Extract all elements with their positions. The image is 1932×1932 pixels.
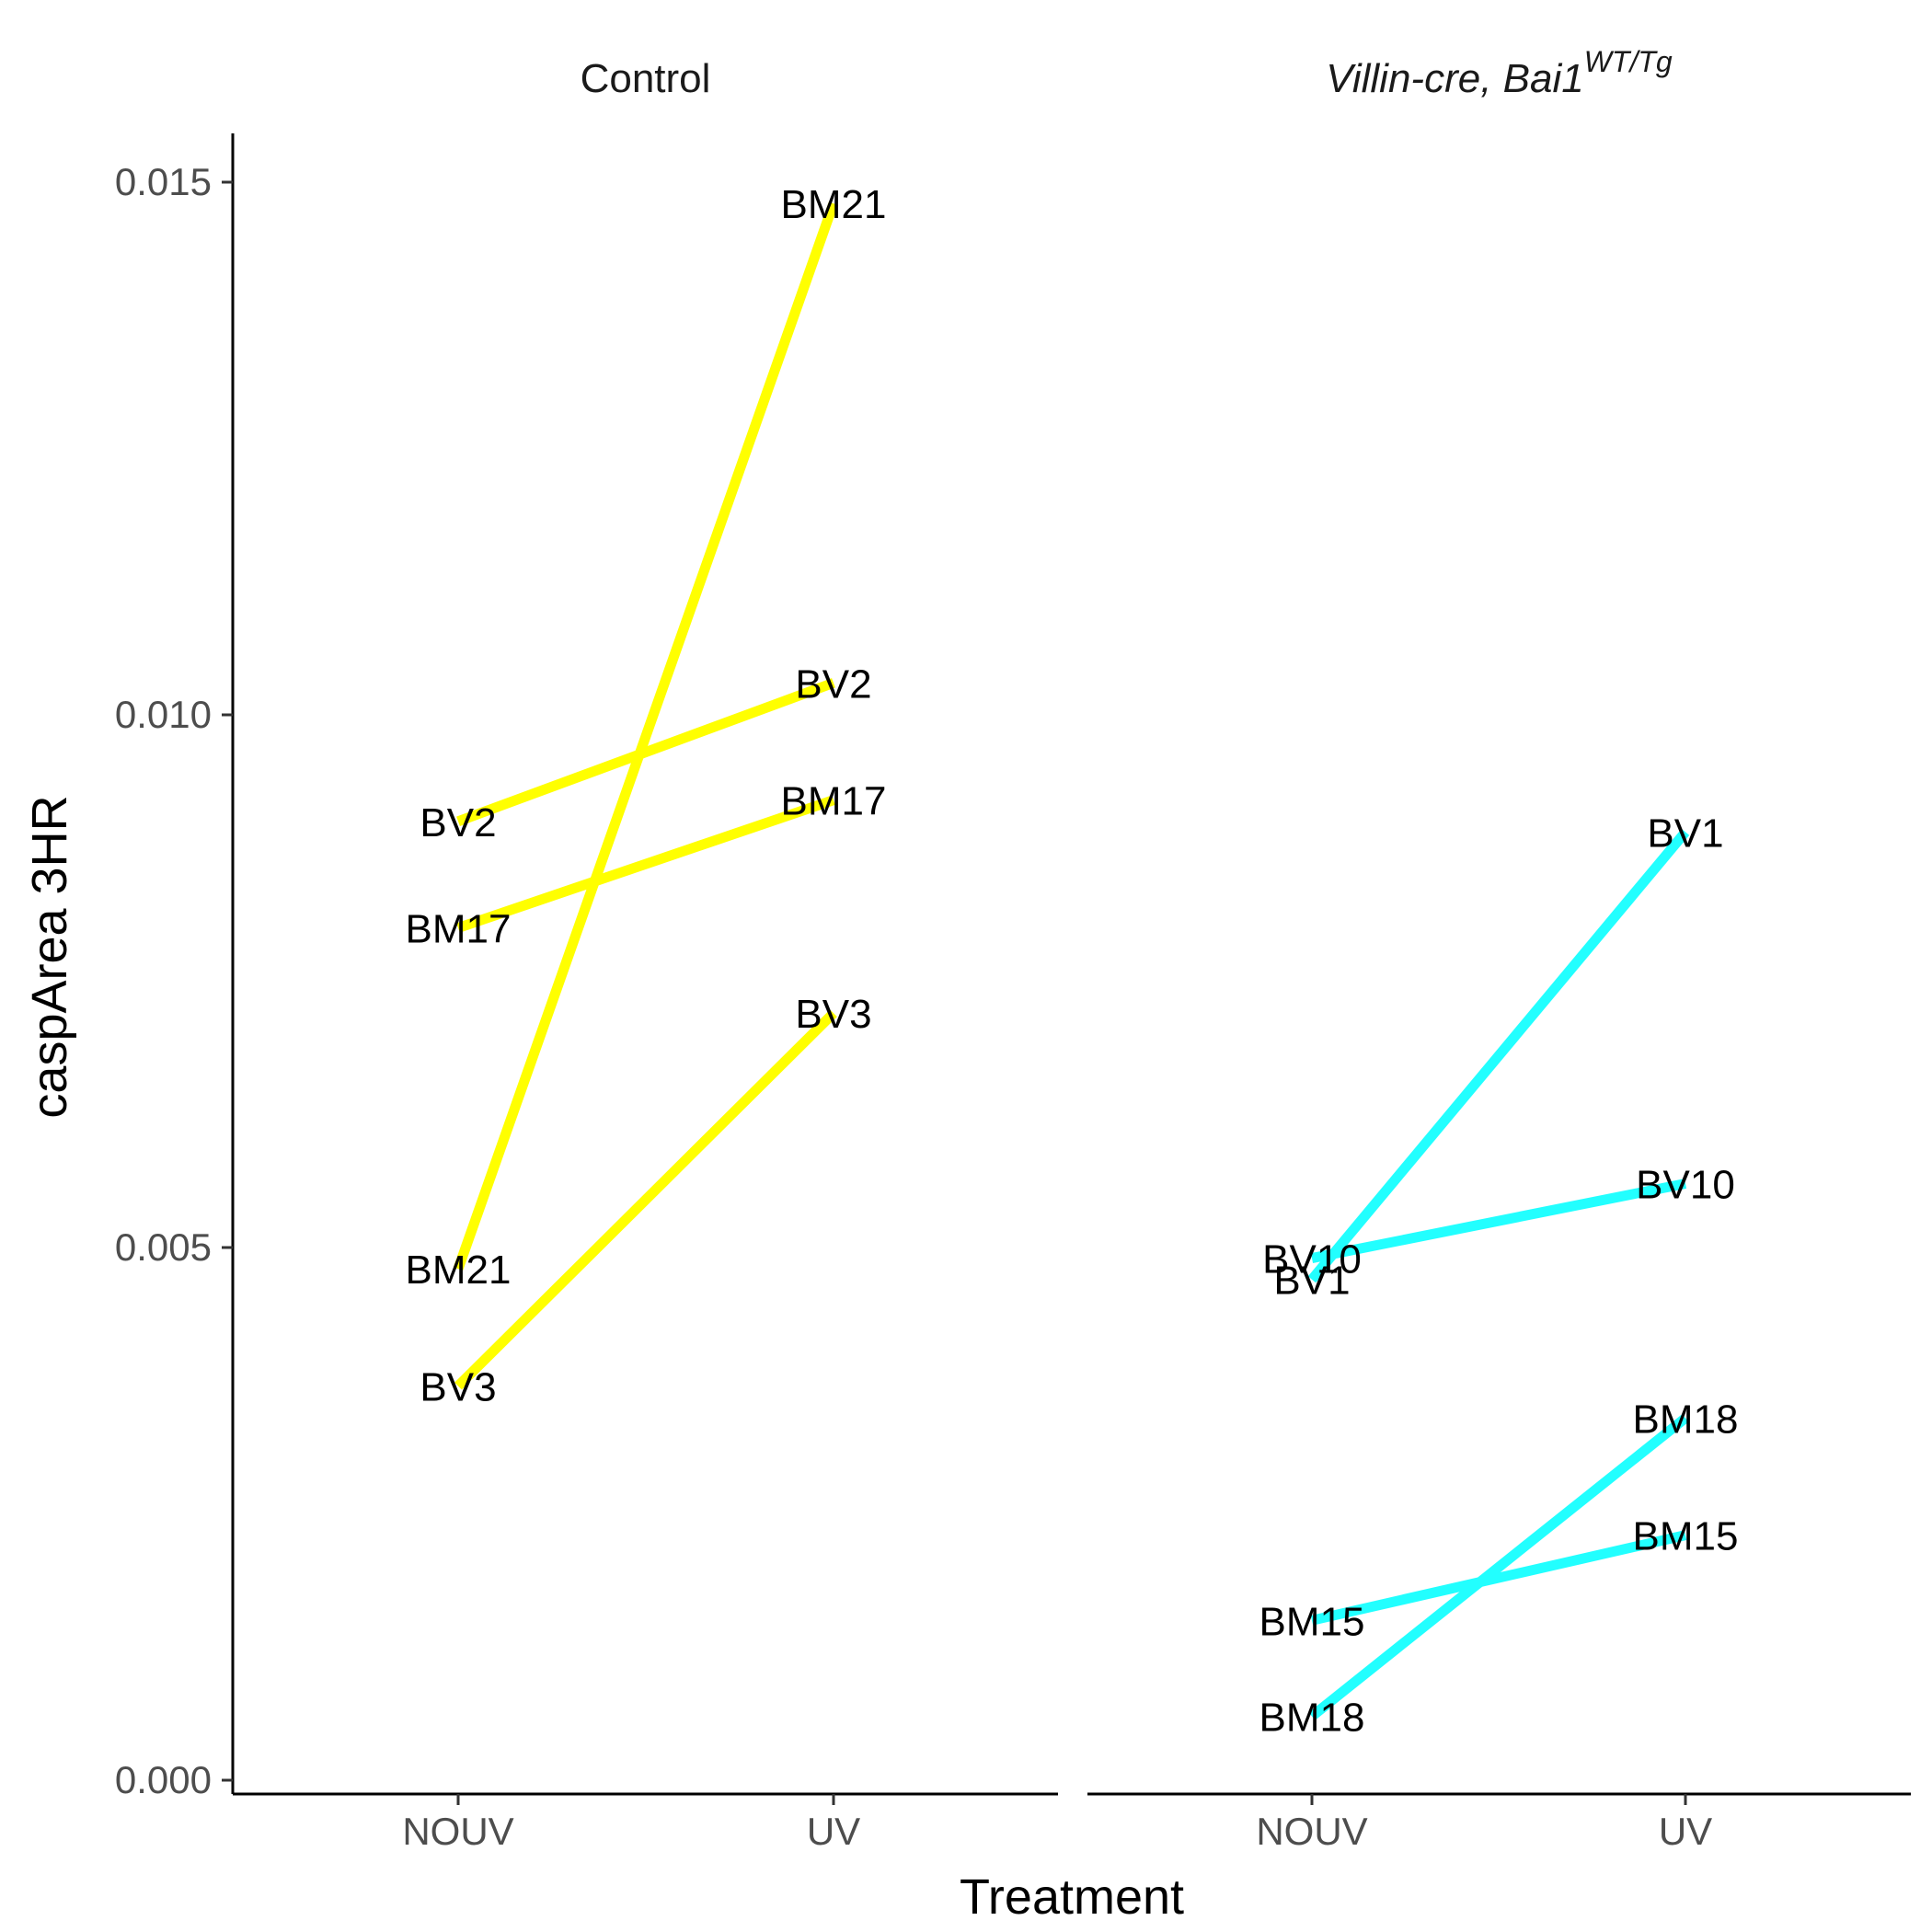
- x-tick-label: NOUV: [402, 1810, 513, 1853]
- facet-title: Control: [581, 56, 711, 101]
- y-axis: 0.000 0.005 0.010 0.015: [115, 133, 235, 1801]
- point-label: BV2: [420, 800, 496, 845]
- x-axis: NOUV UV: [1087, 1792, 1911, 1853]
- point-label: BM21: [781, 182, 887, 227]
- point-label: BV3: [795, 992, 871, 1037]
- x-tick-label: UV: [1659, 1810, 1712, 1853]
- series-line: [454, 1009, 837, 1390]
- x-axis: NOUV UV: [233, 1792, 1058, 1853]
- y-tick-label: 0.000: [115, 1758, 212, 1801]
- series-line: [456, 795, 835, 933]
- series-line: [453, 201, 839, 1271]
- x-tick-label: NOUV: [1256, 1810, 1367, 1853]
- point-label: BV1: [1273, 1259, 1350, 1304]
- y-axis-title: caspArea 3HR: [22, 795, 77, 1118]
- facet-titles: Control Villin-cre, Bai1WT/Tg: [581, 45, 1673, 101]
- series-line: [1310, 1530, 1687, 1626]
- point-label: BV10: [1262, 1237, 1362, 1282]
- y-tick-label: 0.005: [115, 1225, 212, 1269]
- series-line: [1308, 1413, 1689, 1720]
- point-label: BV3: [420, 1365, 496, 1410]
- point-label: BV10: [1636, 1163, 1735, 1208]
- facet-title: Villin-cre, Bai1WT/Tg: [1326, 45, 1673, 101]
- point-label: BV2: [795, 661, 871, 707]
- panels: BM21BM21BV2BV2BM17BM17BV3BV3BV1BV1BV10BV…: [406, 182, 1739, 1740]
- y-tick-label: 0.015: [115, 160, 212, 203]
- y-tick-label: 0.010: [115, 693, 212, 736]
- point-label: BM17: [781, 779, 887, 824]
- point-label: BM15: [1633, 1514, 1739, 1559]
- point-label: BM18: [1259, 1696, 1365, 1741]
- point-label: BV1: [1647, 811, 1723, 856]
- series-line: [1307, 828, 1690, 1283]
- facet-panel: BM21 BM21 BV2 BV2 BM17 BM17 BV3 BV3: [406, 182, 887, 1409]
- x-tick-label: UV: [807, 1810, 860, 1853]
- point-label: BM21: [406, 1248, 512, 1293]
- series-line: [1310, 1179, 1687, 1263]
- facet-title-superscript: WT/Tg: [1584, 45, 1673, 78]
- point-label: BM15: [1259, 1599, 1365, 1644]
- point-label: BM18: [1633, 1397, 1739, 1442]
- x-axis-title: Treatment: [960, 1869, 1184, 1925]
- series-line: [456, 678, 835, 826]
- x-axes: NOUV UV NOUV UV: [233, 1792, 1911, 1853]
- point-label: BM17: [406, 907, 512, 952]
